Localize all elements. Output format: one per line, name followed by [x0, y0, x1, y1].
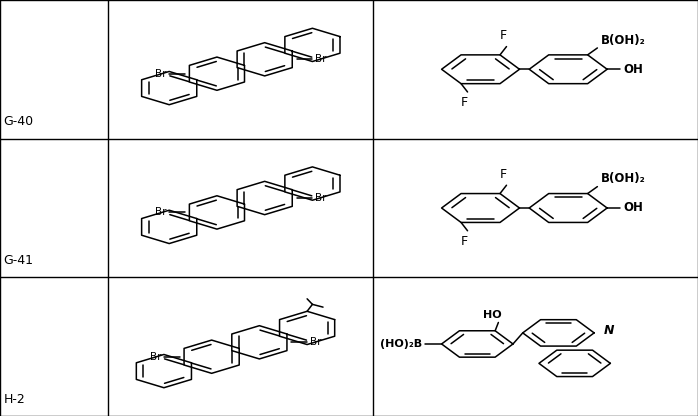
Text: OH: OH: [623, 201, 644, 215]
Text: Br: Br: [155, 208, 167, 218]
Text: HO: HO: [482, 310, 501, 319]
Text: G-41: G-41: [3, 254, 34, 267]
Text: F: F: [500, 168, 507, 181]
Text: Br: Br: [155, 69, 167, 79]
Text: Br: Br: [315, 54, 327, 64]
Text: Br: Br: [150, 352, 161, 362]
Text: N: N: [604, 324, 614, 337]
Text: Br: Br: [310, 337, 321, 347]
Text: B(OH)₂: B(OH)₂: [600, 172, 646, 185]
Text: F: F: [500, 30, 507, 42]
Text: B(OH)₂: B(OH)₂: [600, 34, 646, 47]
Text: G-40: G-40: [3, 115, 34, 128]
Text: F: F: [461, 235, 468, 248]
Text: (HO)₂B: (HO)₂B: [380, 339, 422, 349]
Text: H-2: H-2: [3, 393, 25, 406]
Text: F: F: [461, 96, 468, 109]
Text: Br: Br: [315, 193, 327, 203]
Text: OH: OH: [623, 63, 644, 76]
